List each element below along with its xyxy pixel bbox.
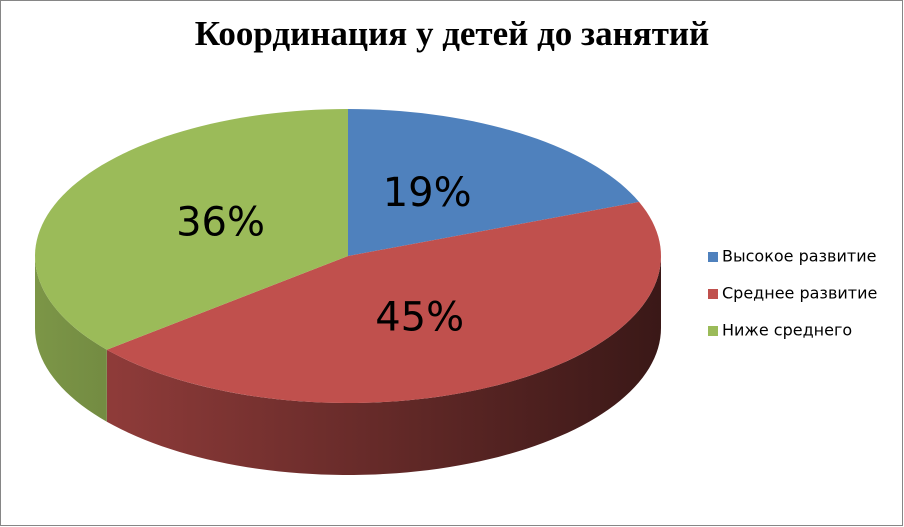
legend: Высокое развитие Среднее развитие Ниже сре…: [708, 247, 877, 340]
legend-label: Высокое развитие: [722, 247, 876, 266]
value-label: 19%: [383, 170, 472, 216]
pie-slice-side: [35, 256, 107, 422]
value-label: 45%: [375, 294, 464, 340]
pie-sides: [35, 256, 662, 475]
pie-slice: [106, 201, 661, 403]
pie-tops: [35, 109, 661, 403]
chart-title: Координация у детей до занятий: [195, 14, 709, 53]
value-labels: 19% 45% 36%: [176, 170, 472, 340]
legend-label: Среднее развитие: [722, 284, 877, 303]
legend-swatch: [708, 326, 718, 336]
value-label: 36%: [176, 200, 265, 246]
legend-swatch: [708, 252, 718, 262]
pie-slice: [348, 109, 640, 256]
pie-slice-side: [106, 256, 662, 475]
legend-label: Ниже среднего: [722, 321, 852, 340]
pie-slice: [35, 109, 348, 350]
legend-swatch: [708, 289, 718, 299]
